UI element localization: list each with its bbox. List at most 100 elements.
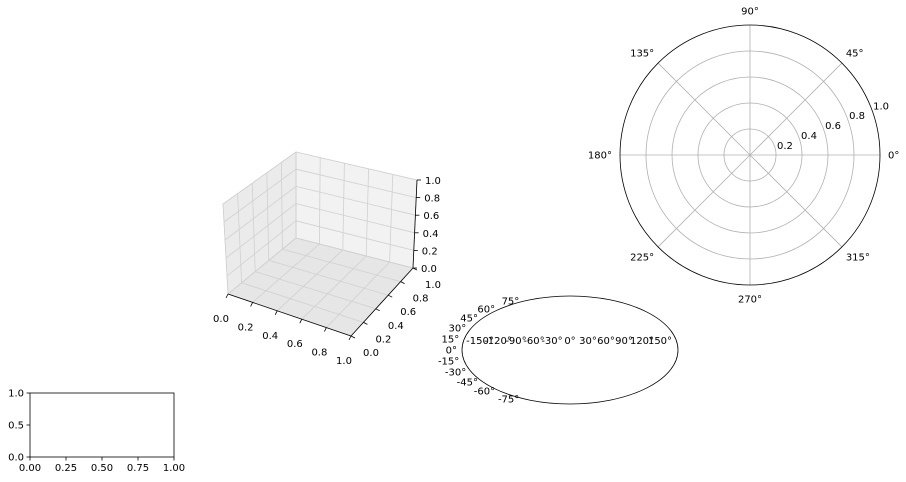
mollweide-axes: -150°-120°-90°-60°-30° 0° 30° 60° 90°120°150… [438, 295, 679, 405]
3d-ztick-label: 0.4 [423, 229, 439, 240]
3d-xtick-mark [324, 327, 327, 332]
mollweide-latitude-label: -75° [498, 394, 519, 405]
rect-ytick-label: 0.5 [8, 421, 24, 432]
3d-grid-line [295, 203, 415, 234]
3d-xtick-label: 0.2 [238, 322, 254, 333]
polar-theta-label: 315° [846, 252, 870, 263]
rect-ytick-label: 0.0 [8, 453, 24, 464]
3d-grid-line [389, 174, 394, 263]
mollweide-latitude-label: 30° [448, 324, 466, 335]
3d-ztick-label: 0.8 [424, 194, 440, 205]
polar-r-gridline [671, 76, 829, 234]
mollweide-longitude-label: -150° [466, 336, 494, 347]
mollweide-latitude-label: -45° [457, 377, 478, 388]
rect-ytick-label: 1.0 [8, 389, 24, 400]
rect-xtick-label: 0.50 [91, 463, 113, 474]
3d-xtick-label: 0.0 [213, 314, 229, 325]
3d-grid-line [365, 168, 369, 257]
3d-grid-line [342, 163, 345, 251]
rect-xtick-label: 0.75 [127, 463, 149, 474]
polar-theta-gridline [749, 62, 843, 156]
polar-theta-gridline [657, 154, 751, 248]
3d-grid-line [222, 151, 297, 205]
mollweide-latitude-label: 0° [446, 346, 457, 357]
polar-theta-label: 0° [888, 151, 899, 162]
mollweide-longitude-label: -120° [484, 336, 512, 347]
3d-ytick-label: 0.2 [375, 334, 391, 345]
polar-r-gridline [723, 128, 777, 182]
3d-grid-line [281, 162, 283, 250]
polar-r-gridline [645, 50, 855, 260]
3d-grid-line [251, 183, 256, 272]
mollweide-latitude-label: 45° [460, 314, 478, 325]
3d-grid-line [282, 248, 401, 282]
mollweide-longitude-label: 30° [579, 336, 597, 347]
3d-x-axis-line [227, 293, 352, 337]
polar-theta-gridline [657, 62, 751, 156]
3d-grid-line [223, 168, 297, 223]
3d-y-axis-line [350, 267, 414, 337]
3d-z-axis-line [412, 179, 418, 269]
3d-xtick-label: 0.8 [311, 348, 327, 359]
polar-r-label: 0.8 [849, 111, 865, 122]
3d-grid-line [225, 203, 297, 259]
3d-xtick-mark [225, 293, 229, 299]
3d-grid-line [295, 220, 414, 251]
rect-axes-frame [29, 392, 175, 458]
mollweide-boundary [461, 295, 679, 405]
polar-theta-label: 270° [738, 295, 762, 306]
mollweide-longitude-label: -90° [505, 336, 526, 347]
3d-xtick-mark [274, 310, 278, 315]
mollweide-latitude-label: 15° [442, 334, 460, 345]
3d-grid-line [224, 186, 297, 241]
3d-xtick-label: 0.4 [262, 331, 278, 342]
mollweide-longitude-label: 0° [564, 336, 575, 347]
polar-r-label: 0.2 [777, 141, 793, 152]
3d-grid-line [276, 249, 344, 312]
mollweide-latitude-label: -15° [438, 357, 459, 368]
polar-r-label: 0.4 [801, 131, 817, 142]
3d-ztick-label: 0.0 [421, 264, 437, 275]
polar-theta-label: 90° [741, 7, 759, 18]
polar-r-gridline [697, 102, 803, 208]
3d-grid-line [301, 255, 367, 320]
polar-theta-gridline [749, 154, 843, 248]
polar-frame [619, 24, 881, 286]
3d-grid-line [295, 237, 414, 269]
3d-grid-line [226, 220, 297, 277]
3d-grid-line [252, 243, 320, 303]
polar-theta-label: 135° [630, 49, 654, 60]
3d-ytick-mark [363, 322, 368, 325]
polar-r-label: 0.6 [825, 121, 841, 132]
3d-ztick-label: 1.0 [425, 176, 441, 187]
3d-grid-line [227, 237, 297, 295]
3d-grid-line [237, 193, 242, 283]
3d-xtick-label: 1.0 [336, 356, 352, 367]
3d-ytick-label: 0.8 [413, 294, 429, 305]
mollweide-longitude-label: 60° [597, 336, 615, 347]
rect-xtick-label: 1.00 [163, 463, 185, 474]
3d-xtick-label: 0.6 [287, 339, 303, 350]
3d-grid-line [266, 172, 270, 261]
mollweide-latitude-label: 75° [502, 297, 520, 308]
mollweide-longitude-label: 90° [615, 336, 633, 347]
3d-ytick-label: 0.4 [388, 321, 404, 332]
3d-ytick-label: 1.0 [425, 280, 441, 291]
3d-ytick-label: 0.6 [400, 307, 416, 318]
polar-theta-label: 225° [630, 252, 654, 263]
3d-grid-line [255, 271, 376, 310]
3d-grid-line [326, 261, 390, 328]
mollweide-longitude-label: 150° [648, 336, 672, 347]
mollweide-longitude-label: 120° [630, 336, 654, 347]
3d-axes: 0.0 0.2 0.4 0.6 0.8 1.0 0.0 0.2 0.4 0.6 0.8 1.0 0.0 0… [213, 151, 441, 367]
3d-ytick-label: 0.0 [363, 348, 379, 359]
3d-ytick-mark [375, 308, 380, 312]
3d-ztick-label: 0.6 [423, 211, 439, 222]
mollweide-latitude-label: -60° [474, 387, 495, 398]
3d-grid-line [295, 168, 417, 198]
3d-grid-line [319, 157, 321, 245]
mollweide-longitude-label: -60° [523, 336, 544, 347]
polar-r-label: 1.0 [873, 101, 889, 112]
mollweide-latitude-label: 60° [477, 304, 495, 315]
